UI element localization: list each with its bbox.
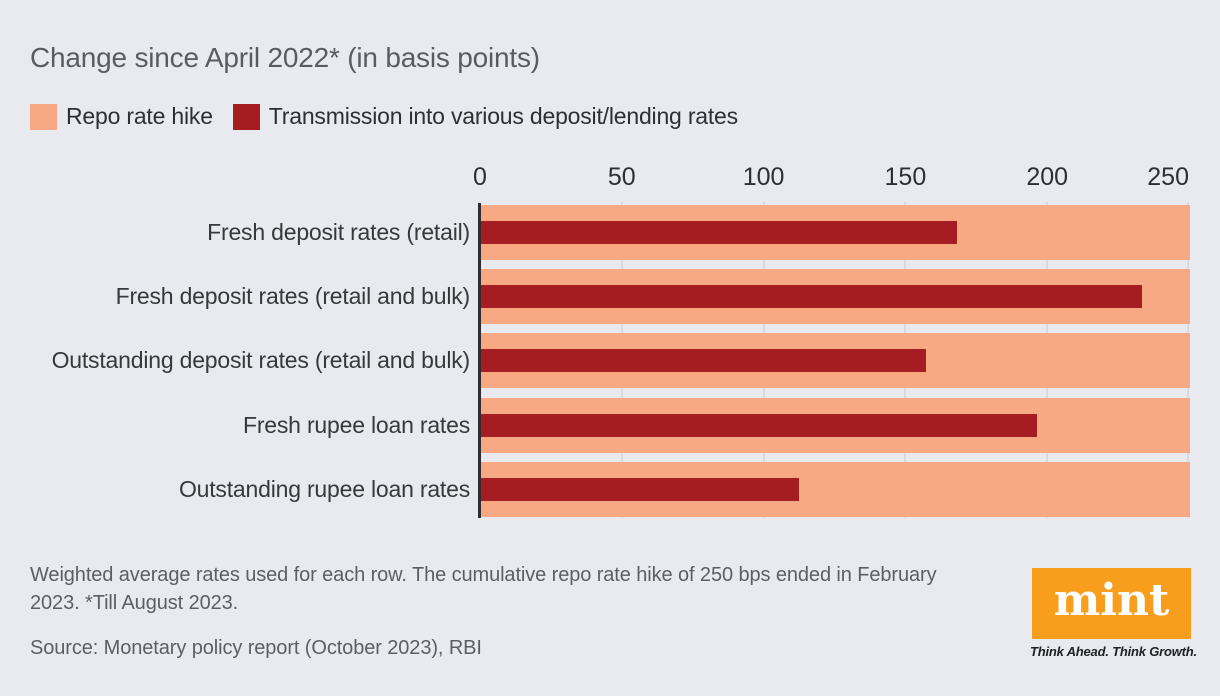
transmission-bar-row-1	[481, 221, 958, 244]
repo-rate-bar-row-2	[481, 269, 1190, 324]
legend: Repo rate hike Transmission into various…	[30, 103, 738, 130]
mint-logo: mint	[1032, 568, 1191, 639]
category-label-row-4: Fresh rupee loan rates	[242, 412, 470, 438]
legend-swatch-transmission	[232, 103, 260, 130]
mint-logo-text: mint	[1053, 574, 1170, 626]
legend-swatch-repo-rate-hike	[30, 103, 57, 130]
category-label-row-5: Outstanding rupee loan rates	[178, 476, 470, 502]
chart-title: Change since April 2022* (in basis point…	[30, 42, 540, 73]
category-labels: Fresh deposit rates (retail) Fresh deposi…	[20, 200, 471, 518]
repo-rate-bar-row-3	[481, 333, 1190, 388]
footnote: Weighted average rates used for each row…	[30, 564, 937, 614]
y-axis-line	[478, 203, 481, 518]
transmission-bar-row-2	[481, 285, 1142, 308]
x-tick-50: 50	[607, 163, 636, 191]
category-label-row-2: Fresh deposit rates (retail and bulk)	[115, 283, 471, 309]
source-line: Source: Monetary policy report (October …	[30, 637, 482, 659]
legend-label-transmission: Transmission into various deposit/lendin…	[268, 103, 738, 129]
x-tick-200: 200	[1026, 163, 1069, 191]
category-label-row-1: Fresh deposit rates (retail)	[207, 219, 470, 245]
x-tick-100: 100	[742, 163, 785, 191]
category-label-row-3: Outstanding deposit rates (retail and bu…	[51, 347, 471, 373]
transmission-bar-row-4	[481, 414, 1037, 437]
repo-rate-bar-row-1	[481, 205, 1190, 260]
plot-area: 0 50 100 150 200 250	[473, 163, 1190, 518]
repo-rate-bar-row-4	[481, 398, 1190, 453]
repo-rate-bar-row-5	[481, 462, 1190, 517]
legend-item-repo-rate-hike: Repo rate hike	[30, 103, 213, 130]
brand-tagline: Think Ahead. Think Growth.	[1030, 644, 1197, 659]
x-tick-250: 250	[1147, 163, 1189, 191]
legend-label-repo-rate-hike: Repo rate hike	[66, 103, 213, 129]
transmission-bar-row-3	[481, 349, 927, 372]
transmission-bar-row-5	[481, 478, 799, 501]
x-tick-0: 0	[473, 163, 487, 191]
legend-item-transmission: Transmission into various deposit/lendin…	[232, 103, 738, 130]
x-tick-150: 150	[884, 163, 927, 191]
